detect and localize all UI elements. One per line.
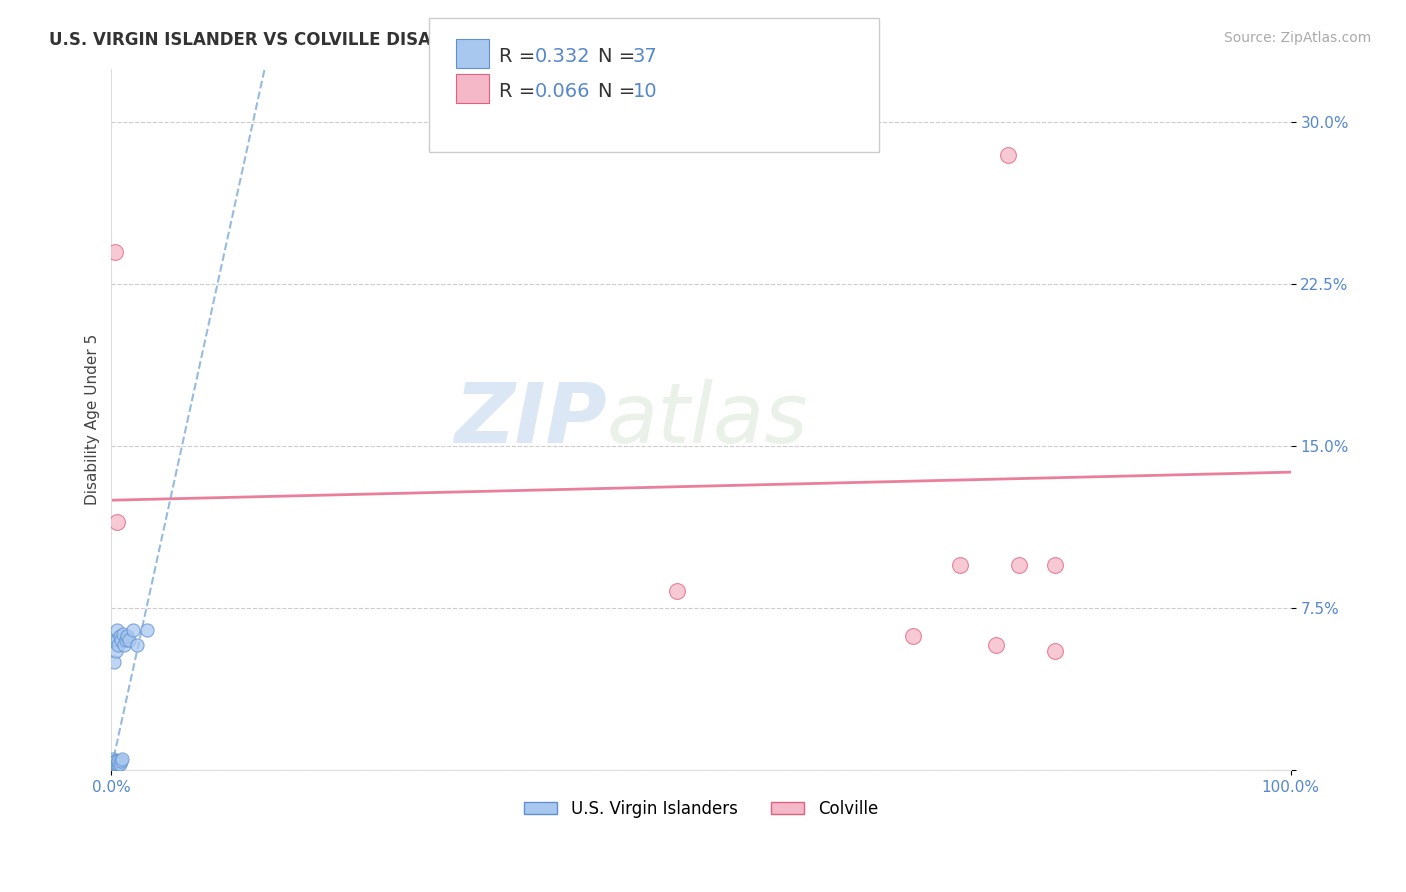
Point — [115, 629, 138, 643]
Point — [1008, 558, 1031, 572]
Text: R =: R = — [499, 46, 541, 66]
Point — [105, 758, 128, 772]
Point — [105, 644, 128, 658]
Text: 0.332: 0.332 — [534, 46, 591, 66]
Point — [101, 752, 124, 766]
Point — [101, 755, 124, 769]
Point — [984, 638, 1007, 652]
Point — [103, 758, 125, 772]
Point — [107, 755, 129, 769]
Point — [101, 756, 124, 771]
Text: N =: N = — [598, 46, 641, 66]
Text: 0.066: 0.066 — [534, 82, 589, 102]
Point — [105, 758, 128, 772]
Point — [104, 756, 127, 771]
Point — [103, 756, 125, 771]
Point — [104, 755, 127, 769]
Point — [101, 758, 124, 772]
Point — [135, 623, 157, 637]
Point — [112, 627, 135, 641]
Point — [105, 633, 128, 648]
Point — [110, 755, 132, 769]
Point — [105, 756, 128, 771]
Text: 37: 37 — [633, 46, 658, 66]
Point — [666, 583, 689, 598]
Point — [103, 655, 125, 669]
Point — [104, 758, 127, 772]
Text: Source: ZipAtlas.com: Source: ZipAtlas.com — [1223, 31, 1371, 45]
Text: atlas: atlas — [606, 379, 808, 459]
Point — [107, 756, 129, 771]
Point — [107, 638, 129, 652]
Point — [997, 148, 1019, 162]
Point — [903, 629, 925, 643]
Point — [105, 755, 128, 769]
Text: N =: N = — [598, 82, 641, 102]
Y-axis label: Disability Age Under 5: Disability Age Under 5 — [86, 334, 100, 505]
Point — [105, 756, 128, 771]
Point — [105, 515, 128, 529]
Point — [949, 558, 972, 572]
Point — [127, 638, 149, 652]
Point — [104, 633, 127, 648]
Point — [103, 761, 125, 775]
Point — [105, 623, 128, 637]
Text: ZIP: ZIP — [454, 379, 606, 459]
Point — [110, 633, 132, 648]
Point — [104, 244, 127, 259]
Point — [118, 633, 141, 648]
Legend: U.S. Virgin Islanders, Colville: U.S. Virgin Islanders, Colville — [517, 794, 884, 825]
Point — [112, 638, 135, 652]
Point — [108, 629, 131, 643]
Point — [114, 633, 136, 648]
Point — [111, 752, 134, 766]
Point — [1043, 558, 1066, 572]
Point — [1043, 644, 1066, 658]
Point — [108, 756, 131, 771]
Text: U.S. VIRGIN ISLANDER VS COLVILLE DISABILITY AGE UNDER 5 CORRELATION CHART: U.S. VIRGIN ISLANDER VS COLVILLE DISABIL… — [49, 31, 827, 49]
Point — [121, 623, 143, 637]
Text: 10: 10 — [633, 82, 658, 102]
Point — [101, 761, 124, 775]
Text: R =: R = — [499, 82, 541, 102]
